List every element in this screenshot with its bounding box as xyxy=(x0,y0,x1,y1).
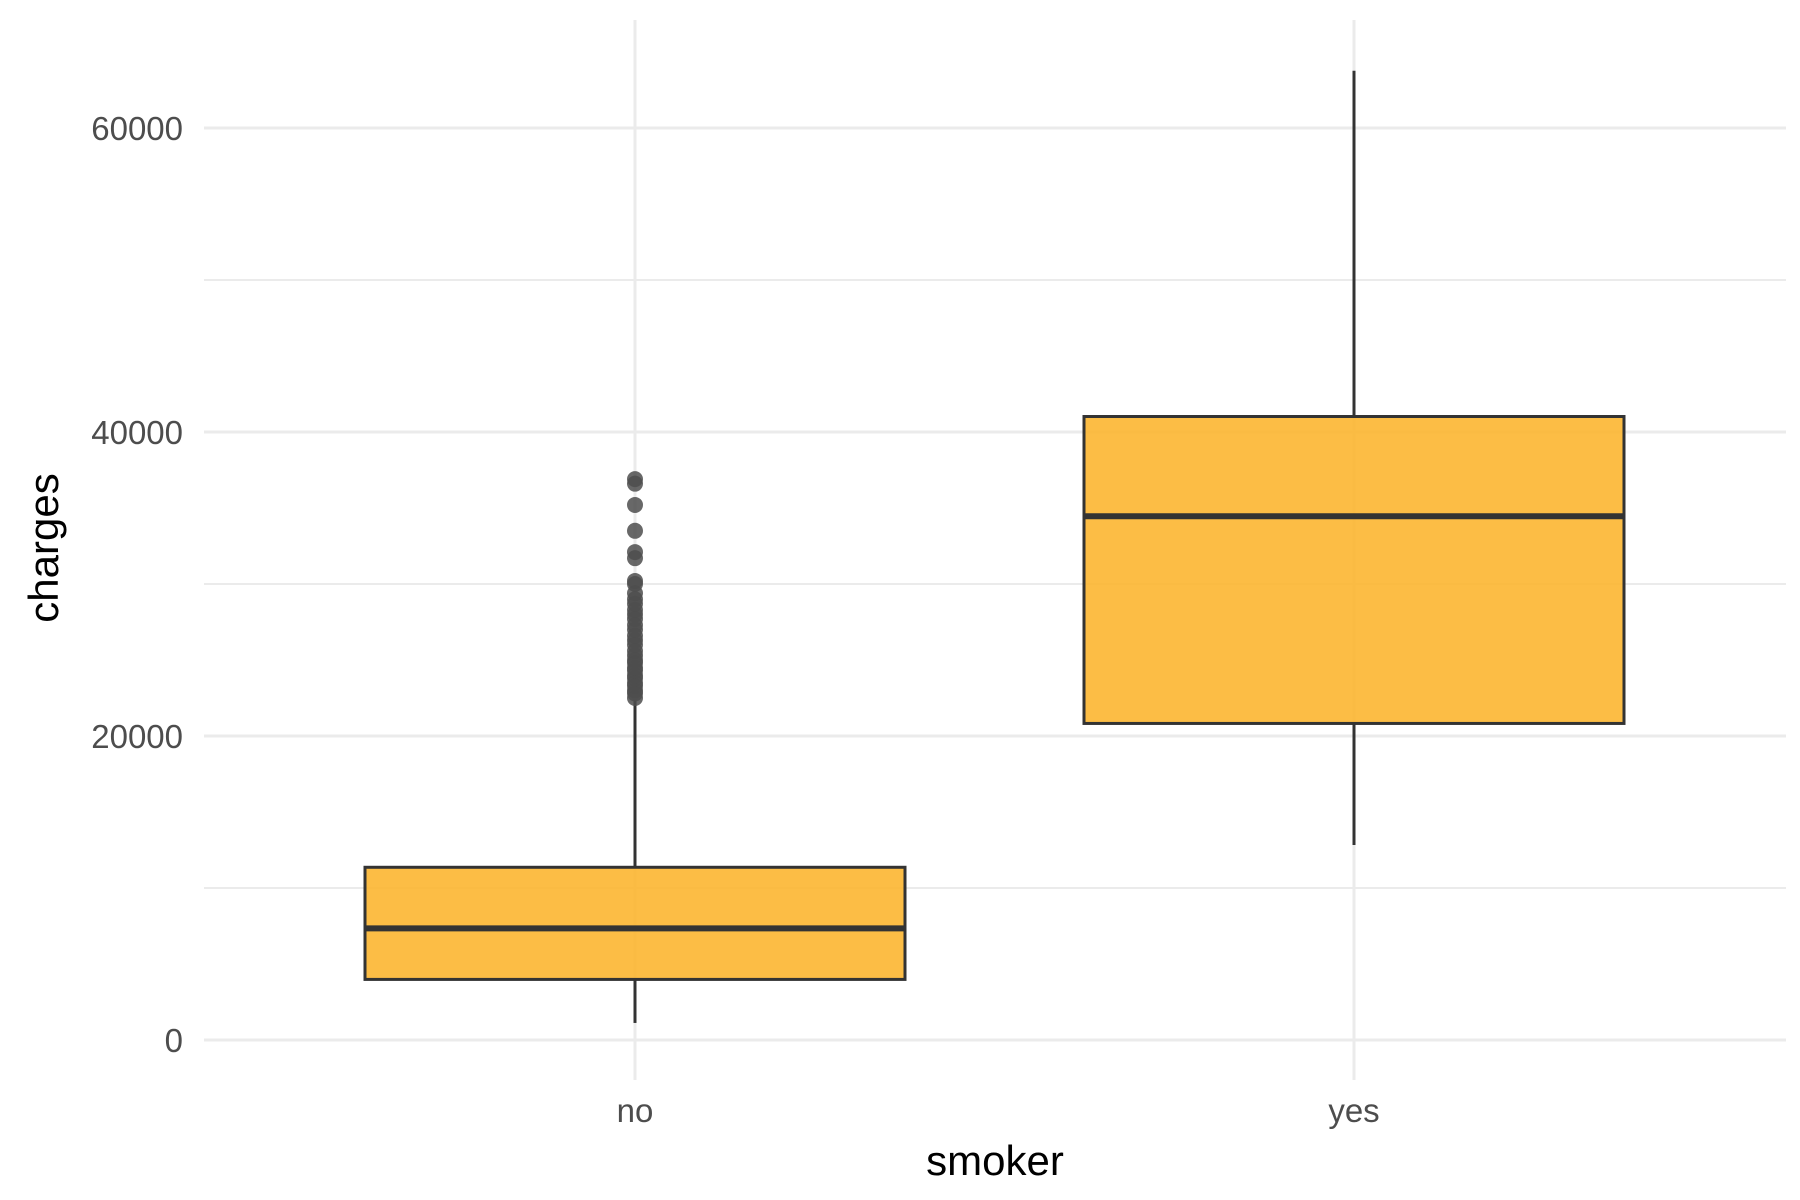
y-tick-label: 60000 xyxy=(91,110,183,147)
outlier-point xyxy=(627,572,643,589)
y-tick-label: 0 xyxy=(165,1022,183,1059)
box-layer xyxy=(363,70,1626,1023)
outlier-point xyxy=(627,544,643,561)
x-tick-label: yes xyxy=(1328,1092,1379,1129)
x-tick-label: no xyxy=(617,1092,654,1129)
box-no xyxy=(363,471,907,1023)
outlier-point xyxy=(627,522,643,539)
y-tick-label: 40000 xyxy=(91,414,183,451)
outlier-point xyxy=(627,496,643,513)
outlier-point xyxy=(627,471,643,488)
y-tick-label: 20000 xyxy=(91,718,183,755)
box-yes xyxy=(1082,70,1626,845)
tick-labels: 0 20000 40000 60000 no yes xyxy=(91,110,1379,1129)
box-iqr xyxy=(1082,415,1626,725)
box-iqr xyxy=(363,865,907,981)
x-axis-title: smoker xyxy=(926,1137,1064,1184)
y-axis-title: charges xyxy=(20,473,67,622)
